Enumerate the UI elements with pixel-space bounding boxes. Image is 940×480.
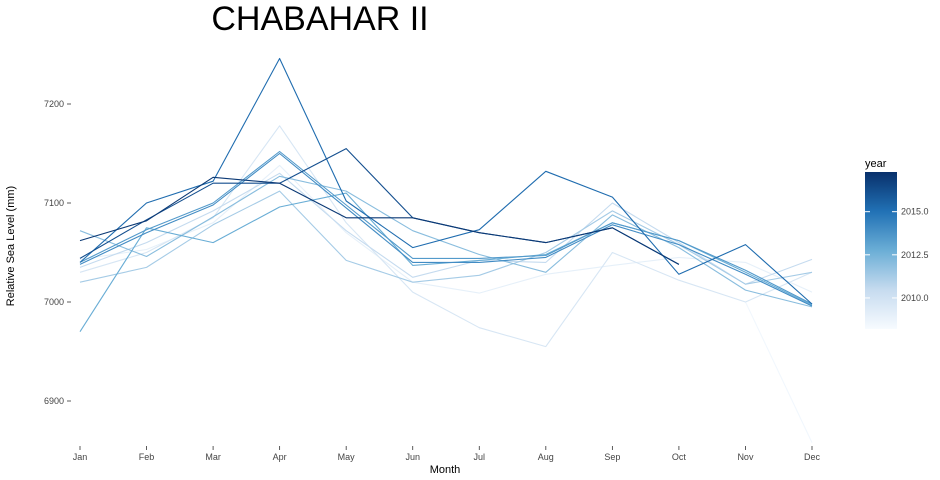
x-tick-label: Jun (405, 452, 420, 462)
x-tick-label: Dec (804, 452, 821, 462)
legend-title: year (865, 158, 887, 170)
y-axis-title: Relative Sea Level (mm) (5, 186, 17, 306)
legend-ticks: 2010.0 2012.5 2015.0 (865, 207, 929, 303)
series-line (79, 164, 813, 294)
y-tick-label: 7200 (44, 99, 64, 109)
series-line (79, 150, 813, 305)
x-tick-label: Oct (672, 452, 687, 462)
legend-colorbar (865, 172, 897, 329)
x-tick-label: Feb (139, 452, 155, 462)
x-tick-label: Jan (73, 452, 88, 462)
x-tick-label: Aug (538, 452, 554, 462)
series-line (79, 172, 813, 285)
series-line (79, 152, 813, 307)
series-line (79, 148, 680, 265)
series-line (79, 175, 813, 308)
legend-tick-label: 2015.0 (901, 207, 929, 217)
series-line (79, 176, 680, 265)
x-axis-title: Month (430, 464, 461, 476)
legend-tick-label: 2010.0 (901, 293, 929, 303)
x-tick-label: May (338, 452, 356, 462)
y-tick-label: 7000 (44, 297, 64, 307)
series-lines (79, 57, 813, 443)
x-tick-label: Mar (205, 452, 221, 462)
x-tick-label: Sep (604, 452, 620, 462)
color-legend: year 2010.0 2012.5 2015.0 (865, 158, 929, 329)
x-tick-label: Nov (737, 452, 754, 462)
series-line (79, 57, 813, 305)
x-axis: Jan Feb Mar Apr May Jun Jul Aug Sep Oct Nov Dec (73, 446, 821, 462)
series-line (79, 190, 813, 285)
x-tick-label: Apr (273, 452, 287, 462)
chart-title: CHABAHAR II (211, 0, 428, 38)
series-line (745, 301, 813, 443)
y-axis: 6900 7000 7100 7200 (44, 99, 71, 406)
legend-tick-label: 2012.5 (901, 250, 929, 260)
x-tick-label: Jul (474, 452, 486, 462)
series-line (79, 125, 813, 348)
y-tick-label: 6900 (44, 396, 64, 406)
y-tick-label: 7100 (44, 198, 64, 208)
